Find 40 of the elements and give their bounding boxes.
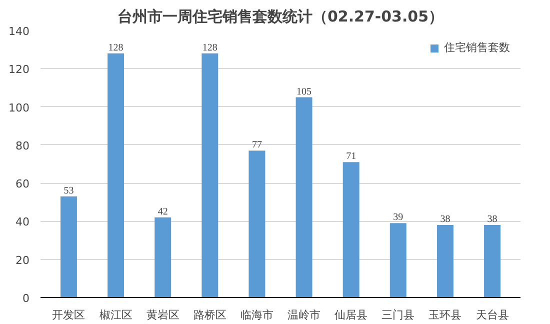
- y-tick-label: 140: [8, 25, 30, 38]
- x-tick-label: 天台县: [476, 308, 509, 322]
- x-tick-label: 温岭市: [288, 308, 321, 322]
- x-tick-label: 临海市: [240, 308, 274, 322]
- y-tick-label: 80: [16, 139, 30, 152]
- x-tick-label: 路桥区: [193, 308, 226, 322]
- data-label: 53: [64, 185, 74, 196]
- x-tick-label: 椒江区: [99, 308, 132, 322]
- x-tick-label: 开发区: [52, 308, 86, 322]
- data-label: 128: [202, 42, 218, 54]
- bar: [390, 223, 406, 298]
- x-tick-label: 仙居县: [334, 308, 368, 322]
- legend-label: 住宅销售套数: [444, 40, 510, 55]
- data-label: 71: [346, 151, 356, 162]
- y-tick-label: 60: [16, 178, 30, 191]
- data-label: 39: [393, 212, 404, 224]
- bar: [436, 225, 454, 298]
- bar: [296, 97, 312, 298]
- y-tick-label: 120: [8, 63, 30, 76]
- y-tick-label: 20: [16, 254, 30, 267]
- data-label: 38: [487, 214, 498, 226]
- data-label: 42: [158, 206, 168, 218]
- bar: [202, 53, 218, 298]
- bar: [248, 150, 266, 298]
- bar: [484, 225, 500, 298]
- chart-title: 台州市一周住宅销售套数统计（02.27-03.05）: [117, 8, 444, 26]
- data-label: 128: [108, 42, 124, 54]
- bar: [342, 162, 360, 298]
- y-tick-label: 100: [8, 101, 30, 114]
- bar: [154, 217, 172, 298]
- data-label: 38: [440, 214, 450, 226]
- x-tick-label: 三门县: [382, 308, 415, 322]
- y-tick-label: 0: [22, 292, 30, 305]
- bar: [108, 53, 124, 298]
- x-tick-label: 玉环县: [428, 308, 462, 322]
- x-tick-label: 黄岩区: [146, 308, 180, 322]
- data-label: 105: [296, 86, 312, 98]
- bar: [60, 196, 77, 298]
- y-tick-label: 40: [16, 216, 30, 229]
- data-label: 77: [252, 140, 262, 151]
